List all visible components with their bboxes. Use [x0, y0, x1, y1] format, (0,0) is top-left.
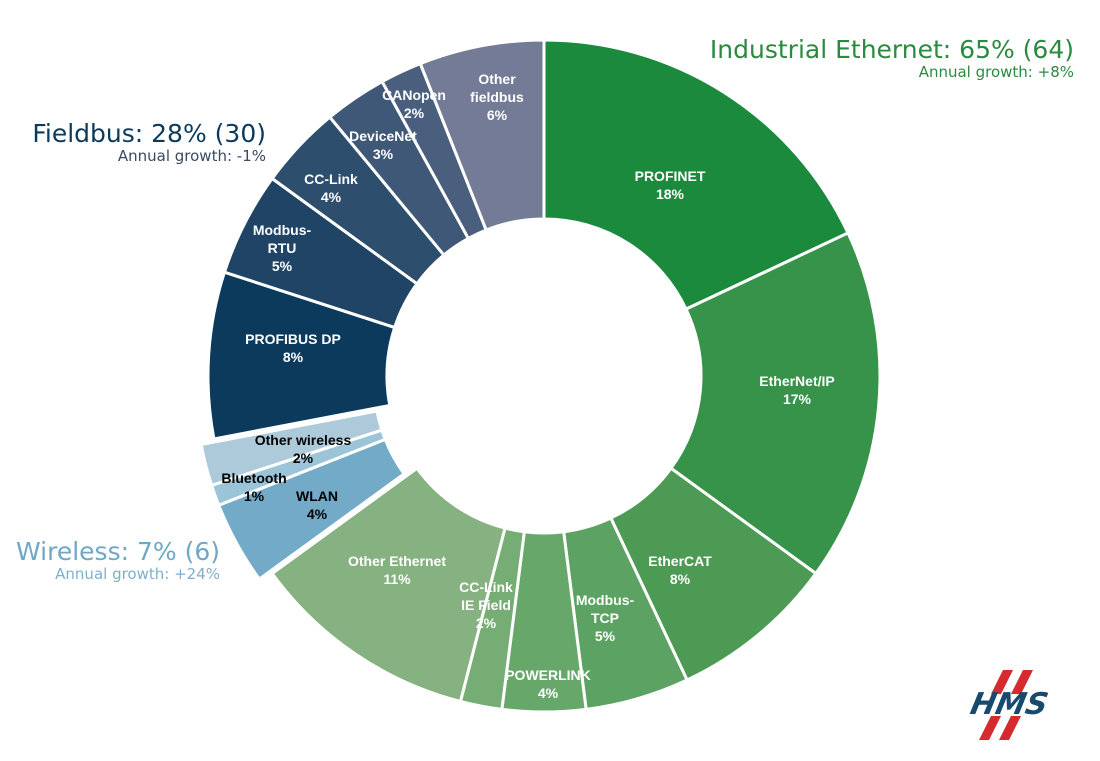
slice-other-wireless — [199, 409, 384, 488]
group-growth: Annual growth: -1% — [117, 146, 266, 165]
slice-name: CC-Link — [459, 579, 513, 595]
group-title: Industrial Ethernet: 65% (64) — [709, 35, 1074, 64]
slice-value: 3% — [373, 146, 394, 162]
slice-name: Bluetooth — [221, 470, 286, 486]
slice-label: Other Ethernet 11% — [348, 553, 446, 587]
slice-name: IE Field — [461, 597, 511, 613]
slice-value: 5% — [595, 628, 616, 644]
slice-label: WLAN 4% — [296, 488, 338, 522]
slice-label: Modbus- RTU 5% — [253, 222, 312, 274]
slice-name: PROFIBUS DP — [245, 331, 341, 347]
slice-value: 17% — [783, 391, 812, 407]
slice-name: PROFINET — [635, 168, 706, 184]
slice-other-fieldbus — [418, 38, 546, 232]
slice-value: 18% — [656, 186, 685, 202]
slice-label: DeviceNet 3% — [349, 128, 417, 162]
slice-other-ethernet — [270, 466, 507, 704]
slice-value: 1% — [244, 488, 265, 504]
slice-name: fieldbus — [470, 89, 524, 105]
slice-value: 6% — [487, 107, 508, 123]
slice-value: 4% — [321, 189, 342, 205]
slice-name: CC-Link — [304, 171, 358, 187]
slice-name: Modbus- — [253, 222, 312, 238]
slice-value: 2% — [404, 105, 425, 121]
slice-label: Bluetooth 1% — [221, 470, 286, 504]
slice-value: 2% — [293, 450, 314, 466]
group-label-industrial-ethernet: Industrial Ethernet: 65% (64) Annual gro… — [710, 36, 1074, 80]
slice-profinet — [542, 38, 851, 312]
logo-slash — [979, 670, 1033, 740]
group-title: Wireless: 7% (6) — [16, 537, 220, 566]
slice-label: PROFINET 18% — [635, 168, 706, 202]
slice-label: CC-Link 4% — [304, 171, 358, 205]
slice-name: WLAN — [296, 488, 338, 504]
slice-value: 11% — [383, 571, 411, 587]
slice-label: Other fieldbus 6% — [470, 71, 524, 123]
slice-name: CANopen — [382, 87, 446, 103]
slice-label: PROFIBUS DP 8% — [245, 331, 341, 365]
slice-name: Modbus- — [576, 592, 635, 608]
slice-name: Other wireless — [255, 432, 352, 448]
slice-name: TCP — [591, 610, 619, 626]
slice-name: RTU — [268, 240, 297, 256]
slice-name: EtherCAT — [648, 553, 712, 569]
hms-logo: HMS — [967, 670, 1051, 740]
logo-text: HMS — [967, 687, 1051, 722]
slice-label: Other wireless 2% — [255, 432, 352, 466]
slice-value: 4% — [538, 685, 559, 701]
slice-value: 2% — [476, 615, 497, 631]
slice-label: CANopen 2% — [382, 87, 446, 121]
slice-name: DeviceNet — [349, 128, 417, 144]
slice-value: 5% — [272, 258, 293, 274]
slice-label: CC-Link IE Field 2% — [459, 579, 513, 631]
slice-value: 8% — [283, 349, 304, 365]
slice-label: EtherCAT 8% — [648, 553, 712, 587]
slice-name: EtherNet/IP — [759, 373, 834, 389]
group-label-wireless: Wireless: 7% (6) Annual growth: +24% — [16, 538, 220, 582]
group-growth: Annual growth: +8% — [918, 62, 1074, 81]
slice-ethernet-ip — [668, 230, 882, 576]
slice-label: EtherNet/IP 17% — [759, 373, 834, 407]
group-label-fieldbus: Fieldbus: 28% (30) Annual growth: -1% — [32, 120, 266, 164]
slice-name: POWERLINK — [505, 667, 591, 683]
slice-name: Other Ethernet — [348, 553, 446, 569]
group-title: Fieldbus: 28% (30) — [32, 119, 266, 148]
slice-value: 8% — [670, 571, 691, 587]
slice-label: Modbus- TCP 5% — [576, 592, 635, 644]
group-growth: Annual growth: +24% — [55, 564, 220, 583]
slice-label: POWERLINK 4% — [505, 667, 591, 701]
slice-name: Other — [478, 71, 516, 87]
slice-value: 4% — [307, 506, 328, 522]
